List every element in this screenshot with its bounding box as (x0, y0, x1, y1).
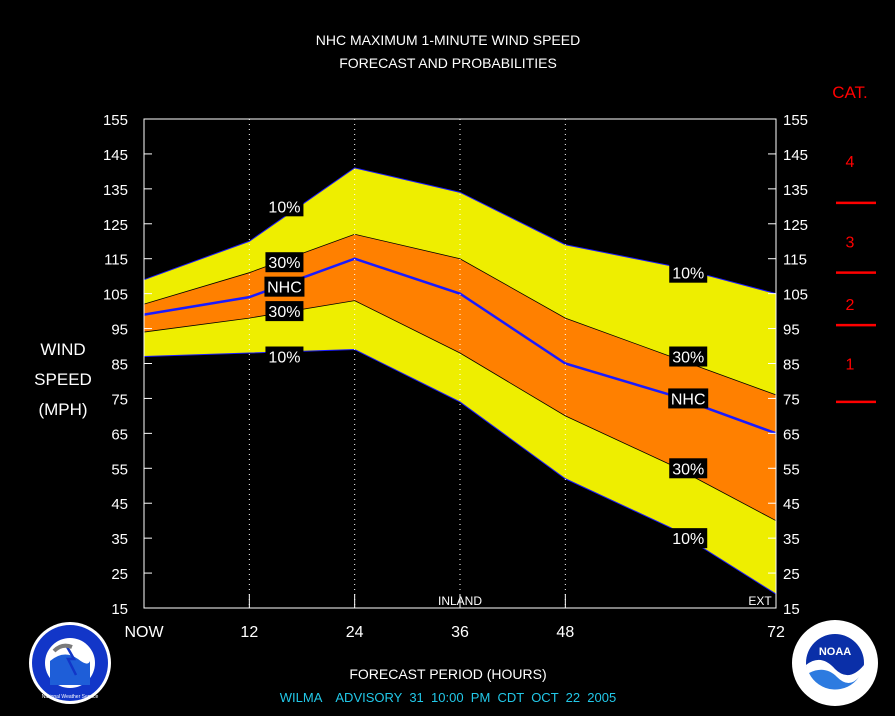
series-line-lower-10 (143, 349, 777, 595)
y-tick-label-left-125: 125 (103, 217, 128, 234)
y-tick-label-right-155: 155 (783, 112, 808, 129)
category-label-2: 2 (846, 297, 855, 314)
nws-logo-text: National Weather Service (42, 694, 99, 700)
band-label-text: 30% (268, 255, 300, 272)
band-label-2: NHC (264, 276, 305, 297)
y-tick-label-right-125: 125 (783, 217, 808, 234)
y-tick-label-left-135: 135 (103, 182, 128, 199)
band-label-box (669, 458, 708, 479)
x-tick-label-0: NOW (124, 624, 164, 641)
x-tick-label-12: 12 (240, 624, 258, 641)
y-tick-label-right-135: 135 (783, 182, 808, 199)
band-label-text: 30% (672, 461, 704, 478)
band-label-text: 10% (268, 199, 300, 216)
band-label-5: 10% (669, 262, 708, 283)
x-tick-label-36: 36 (451, 624, 469, 641)
x-tick-label-72: 72 (767, 624, 785, 641)
x-tick-label-24: 24 (346, 624, 364, 641)
chart-title: NHC MAXIMUM 1-MINUTE WIND SPEED (316, 32, 580, 48)
band-label-9: 10% (669, 528, 708, 549)
nws-logo: National Weather Service (29, 622, 111, 704)
y-tick-label-right-115: 115 (783, 252, 807, 269)
y-tick-label-left-115: 115 (104, 252, 128, 269)
region-label-inland: INLAND (438, 594, 482, 608)
band-label-text: 10% (672, 531, 704, 548)
y-tick-label-left-15: 15 (111, 601, 128, 618)
band-label-box (265, 346, 304, 367)
band-label-4: 10% (265, 346, 304, 367)
noaa-logo: NOAA (792, 620, 878, 706)
band-label-box (265, 196, 304, 217)
band-label-box (668, 388, 709, 409)
band-label-box (669, 346, 708, 367)
y-tick-label-left-55: 55 (111, 461, 128, 478)
y-tick-label-left-45: 45 (111, 496, 128, 513)
x-tick-label-48: 48 (556, 624, 574, 641)
band-label-6: 30% (669, 346, 708, 367)
chart-subtitle: FORECAST AND PROBABILITIES (339, 55, 557, 71)
y-tick-label-right-65: 65 (783, 426, 800, 443)
advisory-footer: WILMA ADVISORY 31 10:00 PM CDT OCT 22 20… (280, 690, 616, 705)
region-label-ext: EXT (748, 594, 772, 608)
y-tick-label-left-155: 155 (103, 112, 128, 129)
y-tick-label-right-15: 15 (783, 601, 800, 618)
y-tick-label-right-105: 105 (783, 287, 808, 304)
y-tick-label-left-65: 65 (111, 426, 128, 443)
y-tick-label-right-35: 35 (783, 531, 800, 548)
band-label-0: 10% (265, 196, 304, 217)
band-label-box (265, 301, 304, 322)
band-label-box (265, 252, 304, 273)
y-tick-label-left-145: 145 (103, 147, 128, 164)
y-tick-label-left-85: 85 (111, 357, 128, 374)
band-label-box (264, 276, 305, 297)
y-tick-label-left-75: 75 (111, 391, 128, 408)
y-tick-label-right-145: 145 (783, 147, 808, 164)
y-tick-label-left-95: 95 (111, 322, 128, 339)
band-label-7: NHC (668, 388, 709, 409)
band-label-text: 30% (268, 304, 300, 321)
y-axis-label-line-1: WIND (40, 340, 85, 359)
y-tick-label-right-75: 75 (783, 391, 800, 408)
band-label-text: 10% (268, 350, 300, 367)
category-title: CAT. (832, 83, 868, 102)
y-tick-label-left-35: 35 (111, 531, 128, 548)
band-label-text: 10% (672, 266, 704, 283)
category-scale: 4 3 2 1 (836, 154, 876, 404)
category-label-1: 1 (846, 357, 855, 374)
plot-area: 15 15 25 25 35 35 45 45 55 55 65 65 75 75 85 85 95 95 105 1… (103, 112, 808, 641)
y-tick-label-right-95: 95 (783, 322, 800, 339)
band-label-1: 30% (265, 252, 304, 273)
y-tick-label-right-25: 25 (783, 566, 800, 583)
y-tick-label-right-85: 85 (783, 357, 800, 374)
category-label-3: 3 (846, 234, 855, 251)
y-axis-label-line-3: (MPH) (38, 400, 87, 419)
y-tick-label-right-45: 45 (783, 496, 800, 513)
band-label-box (669, 262, 708, 283)
y-tick-label-left-25: 25 (111, 566, 128, 583)
y-axis-label-line-2: SPEED (34, 370, 92, 389)
x-axis-label: FORECAST PERIOD (HOURS) (349, 666, 546, 682)
band-label-text: NHC (267, 280, 302, 297)
category-label-4: 4 (846, 154, 855, 171)
band-label-8: 30% (669, 458, 708, 479)
band-label-text: 30% (672, 350, 704, 367)
band-label-box (669, 528, 708, 549)
y-tick-label-left-105: 105 (103, 287, 128, 304)
y-tick-label-right-55: 55 (783, 461, 800, 478)
noaa-logo-text: NOAA (819, 646, 851, 658)
band-label-text: NHC (671, 391, 706, 408)
band-label-3: 30% (265, 301, 304, 322)
